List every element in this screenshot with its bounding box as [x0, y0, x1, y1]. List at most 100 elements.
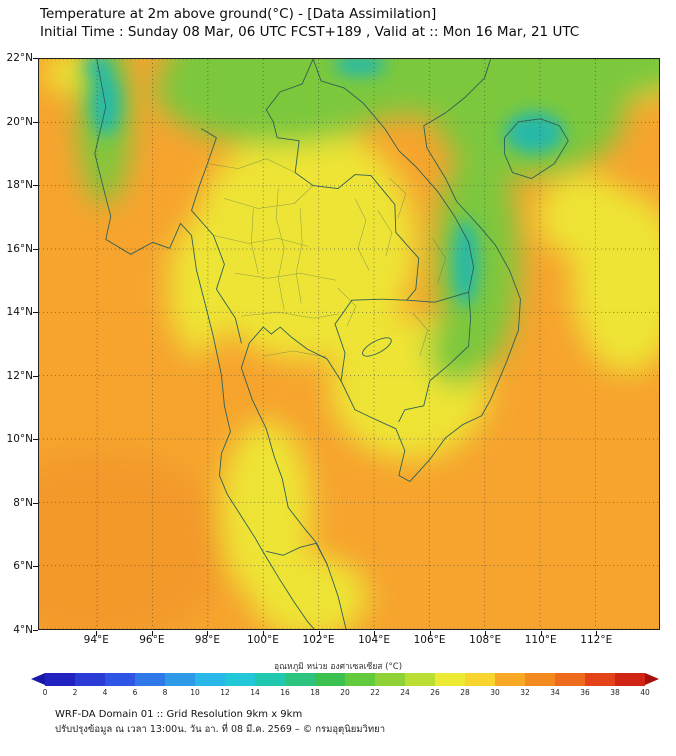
colorbar-cell: [315, 673, 345, 686]
lat-tick-label: 16°N: [6, 242, 33, 255]
lat-tick-label: 14°N: [6, 306, 33, 319]
lao-cambodia-border: [406, 291, 470, 303]
colorbar-cell: [135, 673, 165, 686]
colorbar: [45, 673, 645, 686]
colorbar-cell: [285, 673, 315, 686]
lon-tick-mark: [151, 631, 153, 636]
lon-tick-mark: [262, 631, 264, 636]
lat-tick-mark: [33, 502, 38, 504]
coastline-west: [94, 59, 315, 629]
colorbar-cell: [465, 673, 495, 686]
lat-tick-mark: [33, 121, 38, 123]
grid-lines: [39, 59, 659, 629]
lon-tick-label: 110°E: [524, 634, 557, 646]
colorbar-tick-label: 16: [280, 688, 290, 697]
colorbar-tick-label: 2: [72, 688, 78, 697]
province-borders: [207, 158, 446, 358]
colorbar-cell: [585, 673, 615, 686]
temperature-field: [39, 59, 659, 629]
colorbar-tick-label: 12: [220, 688, 230, 697]
lon-tick-mark: [596, 631, 598, 636]
temperature-map: [39, 59, 659, 629]
colorbar-label: อุณหภูมิ หน่วย องศาเซลเซียส (°C): [273, 662, 403, 672]
map-plot: [38, 58, 660, 630]
colorbar-tick-label: 36: [580, 688, 590, 697]
hainan-island: [504, 118, 569, 180]
lat-tick-mark: [33, 566, 38, 568]
colorbar-tick-label: 6: [132, 688, 138, 697]
lon-tick-label: 94°E: [83, 634, 109, 646]
lat-tick-mark: [33, 439, 38, 441]
lat-tick-mark: [33, 185, 38, 187]
lat-tick-label: 10°N: [6, 433, 33, 446]
colorbar-cell: [165, 673, 195, 686]
lat-tick-label: 4°N: [13, 624, 33, 636]
map-subtitle: Initial Time : Sunday 08 Mar, 06 UTC FCS…: [40, 24, 580, 40]
coastline-gulf-vietnam: [240, 59, 521, 629]
colorbar-tick-label: 34: [550, 688, 560, 697]
colorbar-tick-label: 4: [102, 688, 108, 697]
lon-tick-label: 112°E: [580, 634, 613, 646]
cold-teal-patches: [84, 59, 565, 308]
lat-tick-label: 20°N: [6, 115, 33, 128]
lat-tick-mark: [33, 630, 38, 631]
colorbar-left-arrow: [31, 673, 45, 685]
country-borders: [94, 59, 569, 629]
lon-tick-mark: [540, 631, 542, 636]
lat-tick-label: 22°N: [6, 52, 33, 64]
colorbar-tick-label: 30: [490, 688, 500, 697]
map-title: Temperature at 2m above ground(°C) - [Da…: [40, 6, 437, 22]
lat-tick-label: 6°N: [13, 560, 33, 573]
colorbar-tick-label: 24: [400, 688, 410, 697]
colorbar-cell: [495, 673, 525, 686]
colorbar-tick-label: 18: [310, 688, 320, 697]
colorbar-cell: [45, 673, 75, 686]
colorbar-tick-label: 38: [610, 688, 620, 697]
lon-tick-mark: [207, 631, 209, 636]
lat-tick-label: 18°N: [6, 179, 33, 192]
lon-tick-mark: [429, 631, 431, 636]
lat-tick-label: 12°N: [6, 369, 33, 382]
lat-tick-mark: [33, 58, 38, 59]
lon-tick-mark: [318, 631, 320, 636]
colorbar-tick-label: 0: [42, 688, 48, 697]
colorbar-cell: [345, 673, 375, 686]
north-lao-border: [265, 59, 314, 111]
colorbar-cell: [555, 673, 585, 686]
thai-myanmar-border: [191, 128, 242, 344]
map-header: Temperature at 2m above ground(°C) - [Da…: [40, 5, 579, 41]
lon-tick-label: 98°E: [194, 634, 221, 646]
colorbar-cell: [105, 673, 135, 686]
colorbar-cell: [525, 673, 555, 686]
lat-tick-mark: [33, 248, 38, 250]
colorbar-tick-label: 22: [370, 688, 380, 697]
colorbar-tick-label: 26: [430, 688, 440, 697]
tonle-sap-lake: [362, 337, 392, 357]
lao-vietnam-cambodia-border: [312, 59, 475, 423]
colorbar-tick-label: 14: [250, 688, 260, 697]
lon-tick-label: 104°E: [358, 634, 391, 646]
lat-tick-mark: [33, 312, 38, 314]
colorbar-right-arrow: [645, 673, 659, 685]
lon-tick-label: 96°E: [139, 634, 165, 646]
footer-model-info: WRF-DA Domain 01 :: Grid Resolution 9km …: [55, 709, 303, 720]
colorbar-tick-label: 28: [460, 688, 470, 697]
thai-malaysia-border: [265, 542, 328, 565]
colorbar-cell: [615, 673, 645, 686]
colorbar-cell: [225, 673, 255, 686]
lon-tick-label: 108°E: [469, 634, 502, 646]
colorbar-cell: [435, 673, 465, 686]
lat-tick-label: 8°N: [13, 496, 33, 509]
lon-tick-label: 100°E: [246, 634, 279, 646]
colorbar-tick-label: 32: [520, 688, 530, 697]
lon-tick-label: 106°E: [413, 634, 446, 646]
colorbar-cell: [255, 673, 285, 686]
mekong-thai-lao-cambodia-border: [265, 109, 420, 382]
colorbar-cell: [405, 673, 435, 686]
lon-tick-label: 102°E: [302, 634, 335, 646]
colorbar-cell: [375, 673, 405, 686]
lon-tick-mark: [96, 631, 98, 636]
colorbar-tick-label: 8: [162, 688, 168, 697]
colorbar-tick-label: 10: [190, 688, 200, 697]
